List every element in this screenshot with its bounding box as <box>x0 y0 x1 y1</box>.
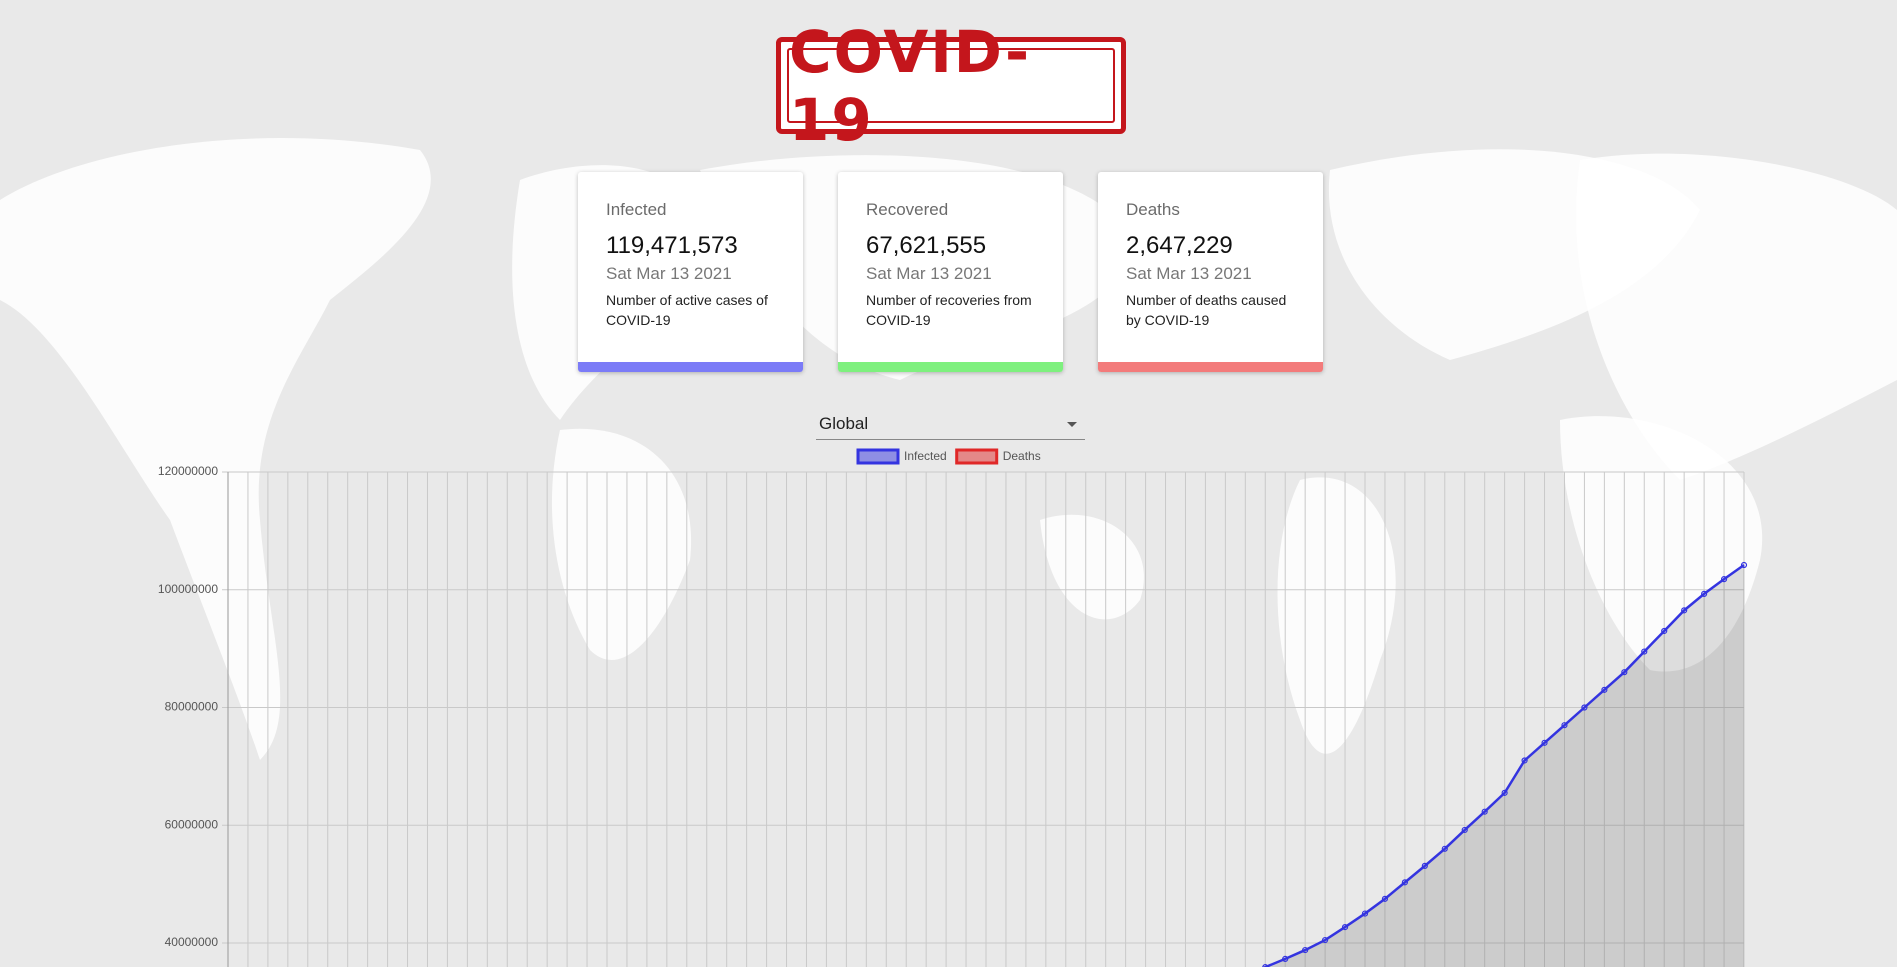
point <box>1262 964 1269 967</box>
series-line <box>1262 564 1745 967</box>
point <box>1681 607 1688 614</box>
card-date: Sat Mar 13 2021 <box>866 264 992 283</box>
card-title: Deaths <box>1126 200 1180 219</box>
legend-swatch <box>856 448 900 465</box>
card-description: Number of recoveries from COVID-19 <box>866 292 1032 328</box>
point <box>1381 895 1389 902</box>
card-color-bar <box>1098 362 1323 372</box>
point <box>1441 845 1448 852</box>
point <box>1720 576 1728 583</box>
logo: COVID-19 <box>776 18 1126 154</box>
point <box>1421 862 1428 869</box>
y-tick-label: 60000000 <box>165 817 219 831</box>
card-description: Number of deaths caused by COVID-19 <box>1126 292 1287 328</box>
card-color-bar <box>838 362 1063 372</box>
country-select[interactable]: Global <box>816 410 1085 440</box>
point <box>1621 669 1628 676</box>
y-tick-label: 120000000 <box>158 464 218 478</box>
y-tick-label: 100000000 <box>158 582 218 596</box>
legend-swatch <box>955 448 999 465</box>
legend-label: Infected <box>904 449 947 463</box>
card-description: Number of active cases of COVID-19 <box>606 292 768 328</box>
stat-card: Infected 119,471,573 Sat Mar 13 2021 Number… <box>578 172 803 372</box>
area-fill <box>1265 565 1744 967</box>
point <box>1361 910 1369 917</box>
card-title: Infected <box>606 200 667 219</box>
card-color-bar <box>578 362 803 372</box>
card-date: Sat Mar 13 2021 <box>1126 264 1252 283</box>
point <box>1561 722 1568 729</box>
card-date: Sat Mar 13 2021 <box>606 264 732 283</box>
point <box>1701 590 1708 597</box>
stat-card: Deaths 2,647,229 Sat Mar 13 2021 Number of … <box>1098 172 1323 372</box>
y-tick-label: 80000000 <box>165 700 219 714</box>
select-value: Global <box>819 414 869 433</box>
point <box>1302 946 1309 954</box>
y-tick-label: 40000000 <box>165 935 219 949</box>
stat-card: Recovered 67,621,555 Sat Mar 13 2021 Number… <box>838 172 1063 372</box>
point <box>1481 808 1488 815</box>
point <box>1521 757 1528 764</box>
point <box>1501 789 1508 796</box>
logo-text: COVID-19 <box>787 18 1115 154</box>
point <box>1401 879 1408 886</box>
point <box>1641 648 1648 655</box>
point <box>1461 826 1468 834</box>
card-title: Recovered <box>866 200 949 219</box>
point <box>1541 739 1548 746</box>
point <box>1282 955 1289 962</box>
legend-label: Deaths <box>1003 449 1041 463</box>
point <box>1601 686 1608 693</box>
point <box>1581 704 1588 711</box>
dropdown-arrow <box>1067 422 1077 427</box>
point <box>1740 561 1748 569</box>
point <box>1661 627 1668 635</box>
point <box>1322 936 1329 944</box>
point <box>1341 924 1349 931</box>
card-value: 119,471,573 <box>606 232 738 259</box>
card-value: 67,621,555 <box>866 232 987 259</box>
card-value: 2,647,229 <box>1126 232 1233 259</box>
